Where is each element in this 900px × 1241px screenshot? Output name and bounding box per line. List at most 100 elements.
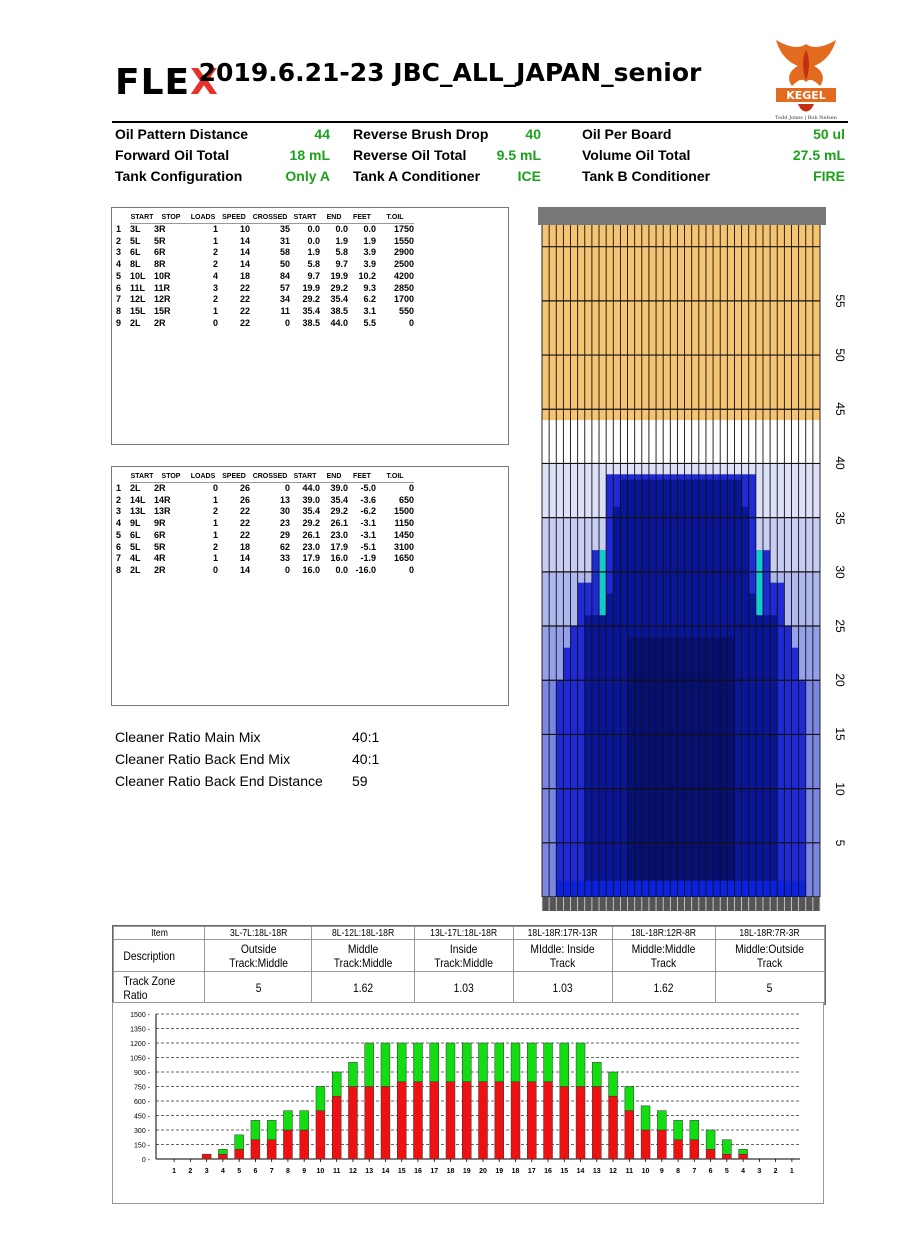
bar-segment: [640, 1105, 651, 1131]
table-cell: 11: [280, 305, 290, 316]
summary-label: Volume Oil Total: [582, 147, 691, 163]
table-cell: 3L: [130, 224, 141, 234]
lane-oil-graph: [538, 207, 826, 911]
bar-segment: [250, 1139, 261, 1160]
table-row: 4 9L 9R 1 22 23 29.2 26.1 -3.1 1150: [116, 518, 414, 530]
table-cell: 34: [279, 294, 290, 305]
table-cell: 31: [279, 235, 290, 246]
bar-segment: [283, 1129, 293, 1160]
bar-segment: [510, 1042, 521, 1082]
lane-foot-label: 5: [833, 839, 847, 847]
bar-segment: [234, 1149, 244, 1160]
table-cell: 15R: [154, 305, 171, 316]
summary-value: 18 mL: [289, 147, 330, 163]
summary-value: FIRE: [813, 168, 845, 184]
bar-segment: [559, 1042, 570, 1087]
zone-cell: Middle:Outside Track: [722, 939, 818, 973]
bar-segment: [689, 1120, 700, 1140]
column-header: STOP: [154, 211, 188, 224]
bar-segment: [380, 1086, 391, 1160]
table-cell: 0: [212, 317, 218, 328]
lane-foot-label: 50: [833, 348, 847, 362]
bar-segment: [608, 1095, 618, 1160]
table-cell: 0: [284, 483, 290, 493]
pattern-end-zone: [542, 420, 820, 464]
y-tick-label: 0 -: [142, 1157, 151, 1164]
table-cell: 58: [279, 247, 290, 258]
cleaner-label: Cleaner Ratio Back End Mix: [115, 751, 291, 767]
table-cell: 3: [116, 506, 122, 517]
bar-segment: [299, 1129, 309, 1160]
y-tick-label: 1050 -: [130, 1056, 151, 1063]
x-tick-label: 3: [757, 1168, 761, 1175]
x-tick-label: 9: [302, 1168, 306, 1175]
lane-foot-label: 55: [833, 294, 847, 308]
table-cell: 35.4: [330, 494, 348, 505]
table-cell: 22: [239, 305, 250, 316]
table-cell: 57: [279, 282, 290, 293]
table-cell: 10R: [154, 270, 171, 281]
bar-segment: [494, 1042, 504, 1082]
forward-pass-table: START STOP LOADS SPEED CROSSED START END FEET T.…: [111, 207, 509, 445]
table-cell: 650: [398, 494, 414, 505]
table-cell: 11R: [154, 282, 171, 293]
table-cell: 2: [116, 494, 122, 505]
table-row: 2 5L 5R 1 14 31 0.0 1.9 1.9 1550: [116, 236, 414, 248]
x-tick-label: 19: [495, 1168, 503, 1175]
x-tick-label: 17: [528, 1168, 536, 1175]
table-cell: 1450: [393, 529, 414, 540]
bar-segment: [657, 1129, 667, 1160]
column-header: LOADS: [188, 211, 218, 224]
table-cell: 3.9: [363, 259, 376, 270]
zone-row: Description Outside Track:Middle Middle Tr…: [114, 939, 825, 973]
summary-label: Oil Pattern Distance: [115, 126, 249, 142]
table-cell: 9.7: [307, 270, 320, 281]
table-cell: 9R: [154, 518, 166, 529]
y-tick-label: 300 -: [134, 1128, 151, 1135]
table-cell: 26: [239, 483, 250, 493]
summary-label: Tank A Conditioner: [353, 168, 481, 184]
table-cell: 39.0: [330, 483, 348, 493]
x-tick-label: 7: [270, 1168, 274, 1175]
bar-segment: [494, 1081, 504, 1160]
x-tick-label: 11: [333, 1168, 341, 1175]
cleaner-label: Cleaner Ratio Main Mix: [115, 729, 261, 745]
table-cell: 4: [116, 518, 122, 529]
table-row: 1 2L 2R 0 26 0 44.0 39.0 -5.0 0: [116, 483, 414, 495]
x-tick-label: 11: [626, 1168, 634, 1175]
summary-label: Reverse Oil Total: [353, 147, 467, 163]
zone-cell: 1.62: [318, 971, 408, 1004]
table-cell: 5R: [154, 541, 166, 552]
table-cell: 22: [239, 294, 250, 305]
y-tick-label: 150 -: [134, 1143, 151, 1150]
table-cell: 5L: [130, 541, 141, 552]
bar-segment: [738, 1153, 748, 1160]
bar-segment: [380, 1042, 391, 1087]
table-cell: 5.8: [307, 259, 320, 270]
table-cell: 3R: [154, 224, 166, 234]
table-cell: 17.9: [302, 553, 320, 564]
zone-row: Item 3L-7L:18L-18R 8L-12L:18L-18R 13L-17L:1…: [114, 925, 825, 941]
bar-segment: [527, 1081, 537, 1160]
table-cell: 13: [279, 494, 290, 505]
header-divider: [112, 121, 848, 123]
table-cell: 0: [284, 564, 290, 575]
zone-cell: Track Zone Ratio: [119, 971, 199, 1004]
bar-segment: [348, 1086, 358, 1160]
table-cell: -16.0: [355, 564, 376, 575]
table-cell: 2900: [393, 247, 414, 258]
lane-foot-label: 35: [833, 510, 847, 525]
bar-segment: [429, 1042, 439, 1082]
lane-top-bar: [538, 207, 826, 225]
summary-value: 9.5 mL: [496, 147, 541, 163]
x-tick-label: 15: [560, 1168, 568, 1175]
table-row: 3 6L 6R 2 14 58 1.9 5.8 3.9 2900: [116, 247, 414, 259]
bar-segment: [429, 1081, 439, 1160]
summary-value: 40: [525, 126, 541, 142]
table-cell: 10.2: [358, 270, 376, 281]
summary-value: Only A: [285, 168, 330, 184]
table-cell: 1700: [393, 294, 414, 305]
table-cell: 39.0: [302, 494, 320, 505]
zone-cell: 18L-18R:7R-3R: [722, 925, 818, 941]
x-tick-label: 18: [447, 1168, 455, 1175]
